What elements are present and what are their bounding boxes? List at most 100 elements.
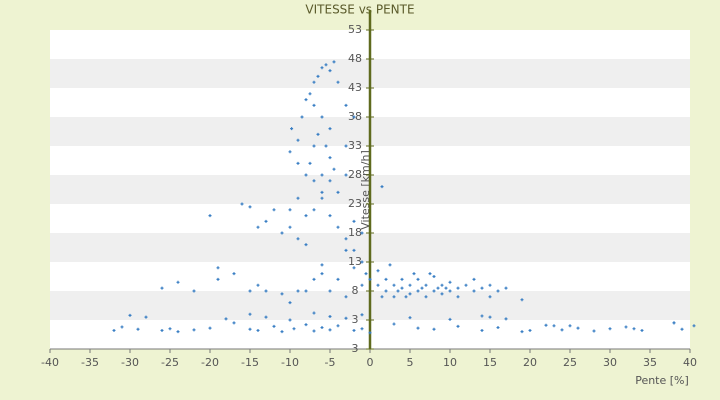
point xyxy=(404,295,408,299)
y-tick-label: 23 xyxy=(348,197,362,210)
y-tick-label: 43 xyxy=(348,81,362,94)
point xyxy=(312,329,316,333)
point xyxy=(324,144,328,148)
point xyxy=(312,208,316,212)
point xyxy=(680,327,684,331)
point xyxy=(480,286,484,290)
point xyxy=(328,156,332,160)
point xyxy=(336,225,340,229)
point xyxy=(380,295,384,299)
point xyxy=(440,292,444,296)
point xyxy=(328,315,332,319)
point xyxy=(488,315,492,319)
point xyxy=(328,289,332,293)
y-tick-label: 8 xyxy=(352,284,359,297)
point xyxy=(344,248,348,252)
point xyxy=(396,289,400,293)
point xyxy=(352,266,356,270)
x-tick-label: 30 xyxy=(603,356,617,369)
point xyxy=(672,321,676,325)
point xyxy=(328,179,332,183)
point xyxy=(264,289,268,293)
point xyxy=(160,286,164,290)
point xyxy=(496,289,500,293)
point xyxy=(192,328,196,332)
x-tick-label: -35 xyxy=(81,356,99,369)
point xyxy=(640,328,644,332)
point xyxy=(264,315,268,319)
point xyxy=(392,295,396,299)
point xyxy=(520,330,524,334)
point xyxy=(568,324,572,328)
point xyxy=(416,326,420,330)
y-tick-label: 33 xyxy=(348,139,362,152)
x-tick-label: -30 xyxy=(121,356,139,369)
point xyxy=(296,237,300,241)
point xyxy=(256,283,260,287)
point xyxy=(344,103,348,107)
point xyxy=(424,283,428,287)
point xyxy=(316,74,320,78)
point xyxy=(344,144,348,148)
point xyxy=(560,328,564,332)
point xyxy=(408,316,412,320)
point xyxy=(324,63,328,67)
point xyxy=(352,328,356,332)
y-tick-label: 53 xyxy=(348,23,362,36)
point xyxy=(312,277,316,281)
point xyxy=(168,327,172,331)
point xyxy=(400,286,404,290)
chart-title: VITESSE vs PENTE xyxy=(305,3,414,17)
point xyxy=(432,327,436,331)
point xyxy=(336,80,340,84)
point xyxy=(504,286,508,290)
point xyxy=(408,283,412,287)
y-tick-label: 13 xyxy=(348,255,362,268)
point xyxy=(384,277,388,281)
point xyxy=(232,321,236,325)
point xyxy=(352,248,356,252)
point xyxy=(384,289,388,293)
point xyxy=(376,269,380,273)
point xyxy=(312,103,316,107)
point xyxy=(608,327,612,331)
y-tick-label: 18 xyxy=(348,226,362,239)
point xyxy=(272,324,276,328)
x-tick-label: 40 xyxy=(683,356,697,369)
point xyxy=(328,328,332,332)
y-tick-label: 3 xyxy=(352,342,359,355)
point xyxy=(292,327,296,331)
point xyxy=(208,214,212,218)
point xyxy=(456,324,460,328)
point xyxy=(240,202,244,206)
point xyxy=(232,272,236,276)
point xyxy=(480,328,484,332)
point xyxy=(328,127,332,131)
point xyxy=(288,150,292,154)
point xyxy=(332,60,336,64)
point xyxy=(112,328,116,332)
point xyxy=(336,277,340,281)
point xyxy=(288,208,292,212)
point xyxy=(368,277,372,281)
x-tick-label: -20 xyxy=(201,356,219,369)
point xyxy=(388,263,392,267)
point xyxy=(248,312,252,316)
point xyxy=(192,289,196,293)
point xyxy=(136,327,140,331)
point xyxy=(248,327,252,331)
point xyxy=(448,280,452,284)
point xyxy=(308,161,312,165)
point xyxy=(352,115,356,119)
point xyxy=(176,330,180,334)
point xyxy=(288,318,292,322)
point xyxy=(440,283,444,287)
point xyxy=(368,331,372,335)
point xyxy=(428,272,432,276)
point xyxy=(336,324,340,328)
x-tick-label: -15 xyxy=(241,356,259,369)
point xyxy=(320,326,324,330)
point xyxy=(380,185,384,189)
point xyxy=(272,208,276,212)
